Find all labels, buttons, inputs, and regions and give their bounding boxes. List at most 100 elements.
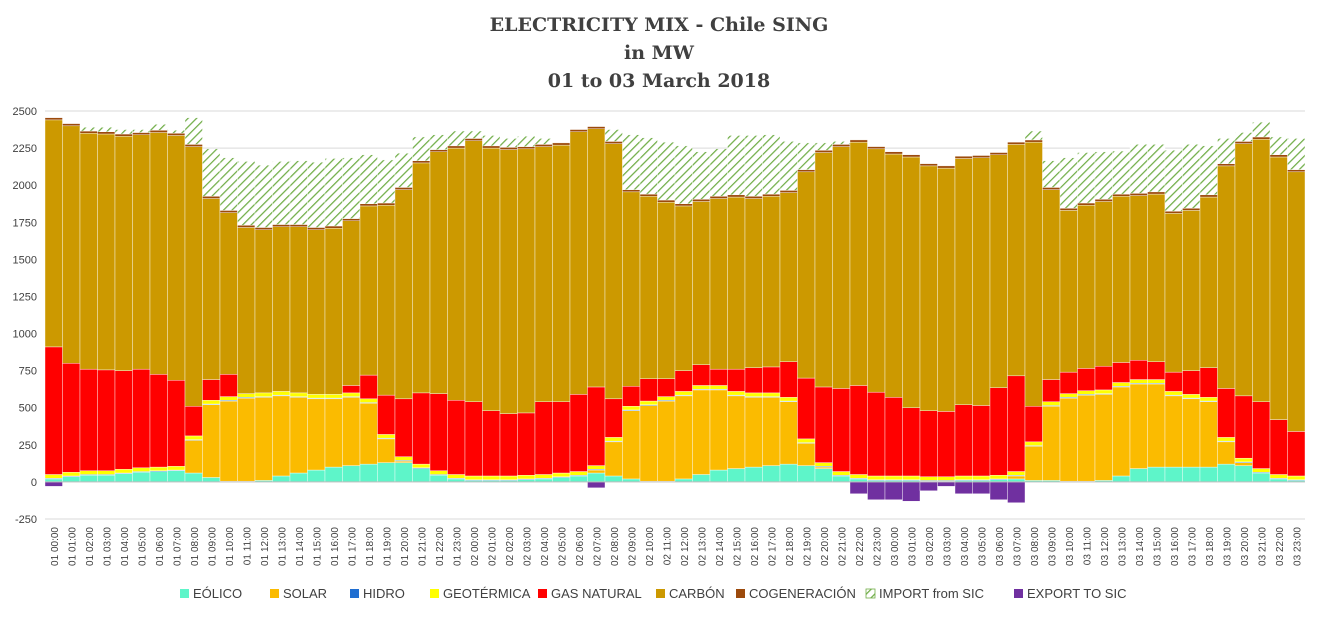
bar-segment <box>482 147 501 411</box>
bar-segment <box>499 413 518 477</box>
bar-segment <box>972 475 991 480</box>
bar-segment <box>132 132 151 135</box>
bar-segment <box>1147 466 1166 483</box>
bar-segment <box>114 129 133 135</box>
bar-segment <box>412 136 431 161</box>
bar-segment <box>569 475 588 483</box>
y-tick-label: 1250 <box>13 291 37 303</box>
x-tick-label: 02 21:00 <box>837 527 848 566</box>
x-tick-label: 02 10:00 <box>645 527 656 566</box>
bar-segment <box>1287 431 1306 477</box>
bar-segment <box>832 475 851 483</box>
bar-segment <box>1164 391 1183 396</box>
bar-segment <box>919 481 938 492</box>
x-tick-label: 03 14:00 <box>1135 527 1146 566</box>
bar-segment <box>762 134 781 195</box>
bar-segment <box>814 150 833 153</box>
x-tick-label: 03 03:00 <box>942 527 953 566</box>
bar-segment <box>1147 193 1166 362</box>
bar-segment <box>744 196 763 199</box>
bar-segment <box>1199 466 1218 483</box>
x-tick-label: 02 05:00 <box>557 527 568 566</box>
bar-segment <box>744 466 763 483</box>
bar-segment <box>657 378 676 397</box>
x-tick-label: 03 13:00 <box>1117 527 1128 566</box>
bar-segment <box>919 410 938 477</box>
bar-segment <box>622 134 641 190</box>
bar-segment <box>289 224 308 227</box>
bar-segment <box>727 194 746 198</box>
x-tick-label: 02 08:00 <box>610 527 621 566</box>
bar-segment <box>832 146 851 389</box>
bar-segment <box>447 130 466 147</box>
legend-label: EÓLICO <box>193 586 242 601</box>
bar-segment <box>1182 210 1201 371</box>
bar-segment <box>132 129 151 133</box>
bar-segment <box>114 133 133 137</box>
bar-segment <box>1007 475 1026 480</box>
stacked-bars <box>44 117 1306 503</box>
x-tick-label: 03 12:00 <box>1100 527 1111 566</box>
bar-segment <box>534 474 553 479</box>
bar-segment <box>377 462 396 483</box>
bar-segment <box>44 346 63 475</box>
bar-segment <box>884 153 903 398</box>
bar-segment <box>534 401 553 475</box>
bar-segment <box>989 154 1008 388</box>
bar-segment <box>849 481 868 494</box>
bar-segment <box>499 147 518 150</box>
bar-segment <box>604 441 623 477</box>
bar-segment <box>727 368 746 392</box>
bar-segment <box>97 475 116 483</box>
x-tick-label: 02 11:00 <box>662 527 673 566</box>
bar-segment <box>972 155 991 158</box>
x-tick-label: 03 18:00 <box>1205 527 1216 566</box>
bar-segment <box>1164 210 1183 214</box>
bar-segment <box>1094 151 1113 200</box>
bar-segment <box>79 133 98 370</box>
bar-segment <box>779 401 798 465</box>
x-tick-label: 01 21:00 <box>417 527 428 566</box>
bar-segment <box>1042 160 1061 188</box>
x-tick-label: 01 01:00 <box>67 527 78 566</box>
bar-segment <box>604 129 623 142</box>
bar-segment <box>972 157 991 406</box>
bar-segment <box>867 146 886 150</box>
bar-segment <box>1042 187 1061 190</box>
bar-segment <box>97 131 116 135</box>
bar-segment <box>1269 136 1288 155</box>
bar-segment <box>779 190 798 193</box>
x-axis: 01 00:00 01 01:00 01 02:00 01 03:00 01 04:00… <box>45 481 1305 566</box>
y-tick-label: 500 <box>19 403 37 415</box>
bar-segment <box>1287 138 1306 170</box>
bar-segment <box>1059 371 1078 394</box>
bar-segment <box>342 465 361 483</box>
x-tick-label: 02 03:00 <box>522 527 533 566</box>
bar-segment <box>377 159 396 204</box>
x-tick-label: 03 05:00 <box>977 527 988 566</box>
bar-segment <box>884 151 903 155</box>
bar-segment <box>552 401 571 474</box>
bar-segment <box>1024 406 1043 443</box>
bar-segment <box>849 474 868 479</box>
x-tick-label: 01 10:00 <box>225 527 236 566</box>
bar-segment <box>167 470 186 483</box>
bar-segment <box>709 196 728 199</box>
bar-segment <box>1042 406 1061 481</box>
bar-segment <box>639 378 658 402</box>
bar-segment <box>254 392 273 397</box>
bar-segment <box>1112 193 1131 197</box>
bar-segment <box>1042 379 1061 402</box>
bar-segment <box>1252 472 1271 483</box>
bar-segment <box>377 438 396 463</box>
bar-segment <box>657 400 676 482</box>
x-tick-label: 03 02:00 <box>925 527 936 566</box>
bar-segment <box>832 144 851 147</box>
bar-segment <box>954 475 973 480</box>
bar-segment <box>114 370 133 470</box>
bar-segment <box>359 463 378 483</box>
bar-segment <box>639 405 658 482</box>
bar-segment <box>639 196 658 379</box>
bar-segment <box>534 144 553 147</box>
